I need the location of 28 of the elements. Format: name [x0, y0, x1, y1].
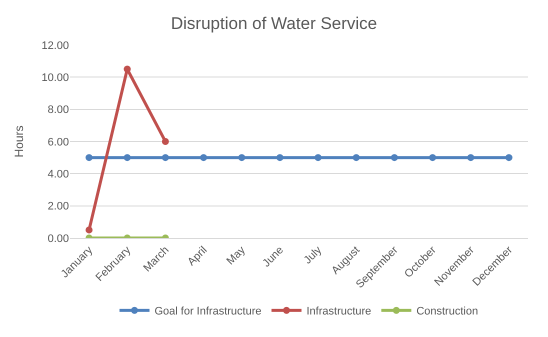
point [276, 154, 284, 162]
point [390, 154, 398, 162]
point [86, 226, 93, 234]
y-tick-label: 8.00 [48, 104, 69, 116]
y-tick-label: 4.00 [48, 168, 69, 181]
legend-label: Goal for Infrastructure [154, 306, 262, 318]
x-tick-label: May [224, 244, 248, 268]
point [162, 154, 169, 162]
y-tick-label: 0.00 [48, 232, 69, 245]
point [86, 154, 93, 162]
y-tick-label: 6.00 [48, 136, 69, 148]
point [505, 154, 512, 162]
y-tick-label: 10.00 [41, 72, 69, 84]
y-tick-label: 12.00 [41, 40, 69, 52]
point [314, 154, 322, 162]
y-axis-title: Hours [12, 125, 26, 158]
point [162, 138, 169, 145]
point [429, 154, 436, 162]
y-tick-label: 2.00 [48, 200, 69, 213]
chart-title: Disruption of Water Service [170, 14, 378, 33]
x-tick-label: July [302, 244, 324, 267]
point [467, 154, 474, 162]
point [200, 154, 208, 162]
legend-label: Construction [416, 306, 478, 318]
point [352, 154, 360, 162]
point [238, 154, 246, 162]
point [124, 154, 131, 162]
legend-label: Infrastructure [306, 306, 372, 318]
